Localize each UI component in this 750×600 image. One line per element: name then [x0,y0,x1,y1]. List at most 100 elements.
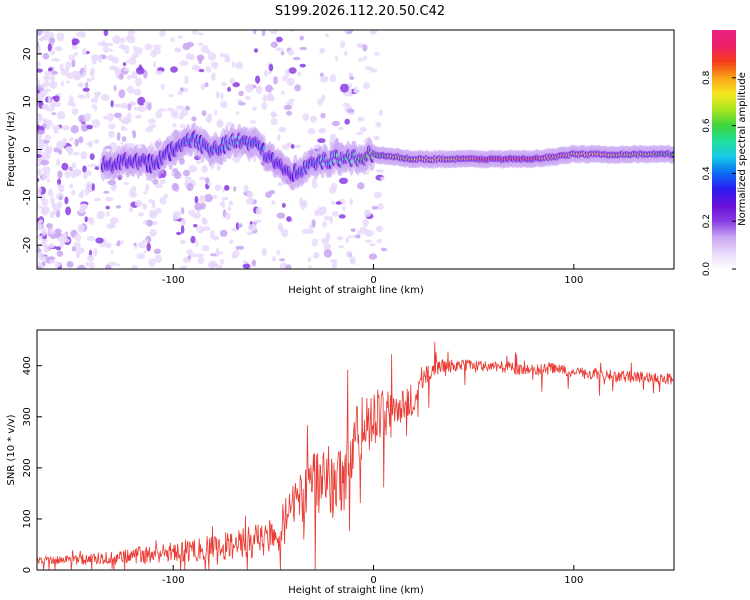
spectrogram-noise-blob [214,109,218,116]
spectrogram-noise-blob [321,94,326,102]
spectrogram-noise-blob [74,233,82,242]
spectrogram-noise-blob [129,188,135,198]
spectrogram-noise-blob [238,223,243,228]
spectrogram-noise-blob [355,131,364,136]
spectrogram-noise-blob [43,80,50,87]
spectrogram-noise-blob [153,47,161,55]
spectrogram-noise-blob [179,60,189,66]
spectrogram-noise-blob [225,212,231,221]
spectrogram-noise-blob [57,101,61,107]
spectrogram-noise-blob [37,221,43,231]
spectrogram-noise-blob [180,218,186,226]
spectrogram-noise-blob [52,125,61,131]
spectrogram-noise-blob [280,51,285,56]
spectrogram-noise-blob [160,83,165,90]
colorbar-tick-label: 0.2 [702,214,712,228]
spectrogram-noise-blob [71,189,76,196]
spectrogram-noise-blob [216,120,224,128]
spectrogram-noise-blob [302,199,308,208]
spectrogram-noise-blob [53,129,59,134]
spectrogram-noise-blob [331,120,341,127]
spectrogram-noise-blob [299,63,306,68]
spectrogram-noise-blob [98,55,103,63]
spectrogram-noise-blob [59,242,64,249]
spectrogram-noise-blob [247,224,257,232]
spectrogram-noise-blob [343,50,348,56]
spectrogram-noise-blob [104,145,113,150]
spectrogram-noise-blob [204,194,213,203]
spectrogram-noise-blob [276,36,283,43]
spectrogram-x-axis-label: Height of straight line (km) [288,285,424,296]
spectrogram-noise-blob [207,52,217,61]
spectrogram-noise-blob [329,73,337,83]
spectrogram-noise-blob [174,47,182,53]
spectrogram-noise-blob [277,182,283,187]
spectrogram-noise-blob [92,104,96,109]
spectrogram-noise-blob [285,264,292,269]
spectrogram-noise-blob [146,219,153,227]
spectrogram-noise-blob [71,108,79,116]
spectrogram-noise-blob [329,259,338,263]
spectrogram-noise-blob [235,61,244,70]
spectrogram-ridge [100,121,674,191]
spectrogram-noise-blob [52,96,56,100]
spectrogram-noise-blob [40,159,50,166]
spectrogram-noise-blob [37,138,44,145]
spectrogram-noise-blob [252,106,257,111]
spectrogram-noise-blob [116,263,120,267]
spectrogram-noise-blob [48,37,56,44]
spectrogram-noise-blob [302,113,310,121]
spectrogram-noise-blob [48,227,55,235]
spectrogram-noise-blob [296,71,302,76]
spectrogram-noise-blob [80,151,88,160]
spectrogram-noise-blob [369,30,377,35]
spectrogram-x-tick-label: 100 [564,275,583,286]
spectrogram-noise-blob [201,217,207,224]
spectrogram-noise-blob [37,266,43,269]
spectrogram-noise-blob [135,114,142,119]
spectrogram-noise-blob [113,66,120,73]
spectrogram-noise-blob [93,91,102,97]
spectrogram-noise-blob [227,206,232,212]
spectrogram-noise-blob [340,83,349,93]
spectrogram-y-tick-label: 20 [22,48,33,61]
spectrogram-noise-blob [220,100,228,109]
spectrogram-noise-blob [180,239,186,244]
spectrogram-noise-blob [181,207,185,215]
spectrogram-noise-blob [66,261,74,268]
spectrogram-noise-blob [105,205,110,210]
spectrogram-noise-blob [331,200,335,205]
spectrogram-noise-blob [91,76,95,81]
spectrogram-noise-blob [245,197,254,205]
snr-x-ticks: -100 0 100 [162,565,583,586]
spectrogram-noise-blob [136,253,145,260]
spectrogram-noise-blob [148,211,158,219]
spectrogram-noise-blob [235,222,240,231]
spectrogram-noise-blob [265,84,273,93]
spectrogram-noise-blob [134,47,143,55]
spectrogram-noise-blob [253,48,259,53]
spectrogram-noise-blob [41,238,48,243]
spectrogram-noise-blob [141,239,149,243]
spectrogram-noise-blob [96,210,106,220]
spectrogram-noise-blob [61,162,69,171]
spectrogram-noise-blob [127,74,132,80]
spectrogram-noise-blob [288,67,297,74]
spectrogram-noise-blob [375,121,382,128]
spectrogram-noise-blob [287,49,294,56]
spectrogram-noise-blob [159,30,166,37]
spectrogram-noise-blob [283,105,292,110]
spectrogram-noise-blob [47,43,52,52]
spectrogram-noise-blob [246,231,254,236]
spectrogram-noise-blob [207,260,217,269]
spectrogram-noise-blob [84,112,92,122]
spectrogram-noise-blob [55,209,61,218]
spectrogram-noise-blob [37,245,40,254]
spectrogram-noise-blob [89,261,95,269]
colorbar-gradient [712,30,736,269]
spectrogram-noise-blob [168,94,174,98]
spectrogram-noise-blob [77,264,86,269]
spectrogram-noise-blob [286,77,295,86]
spectrogram-noise-blob [127,103,132,111]
spectrogram-noise-blob [81,47,87,56]
